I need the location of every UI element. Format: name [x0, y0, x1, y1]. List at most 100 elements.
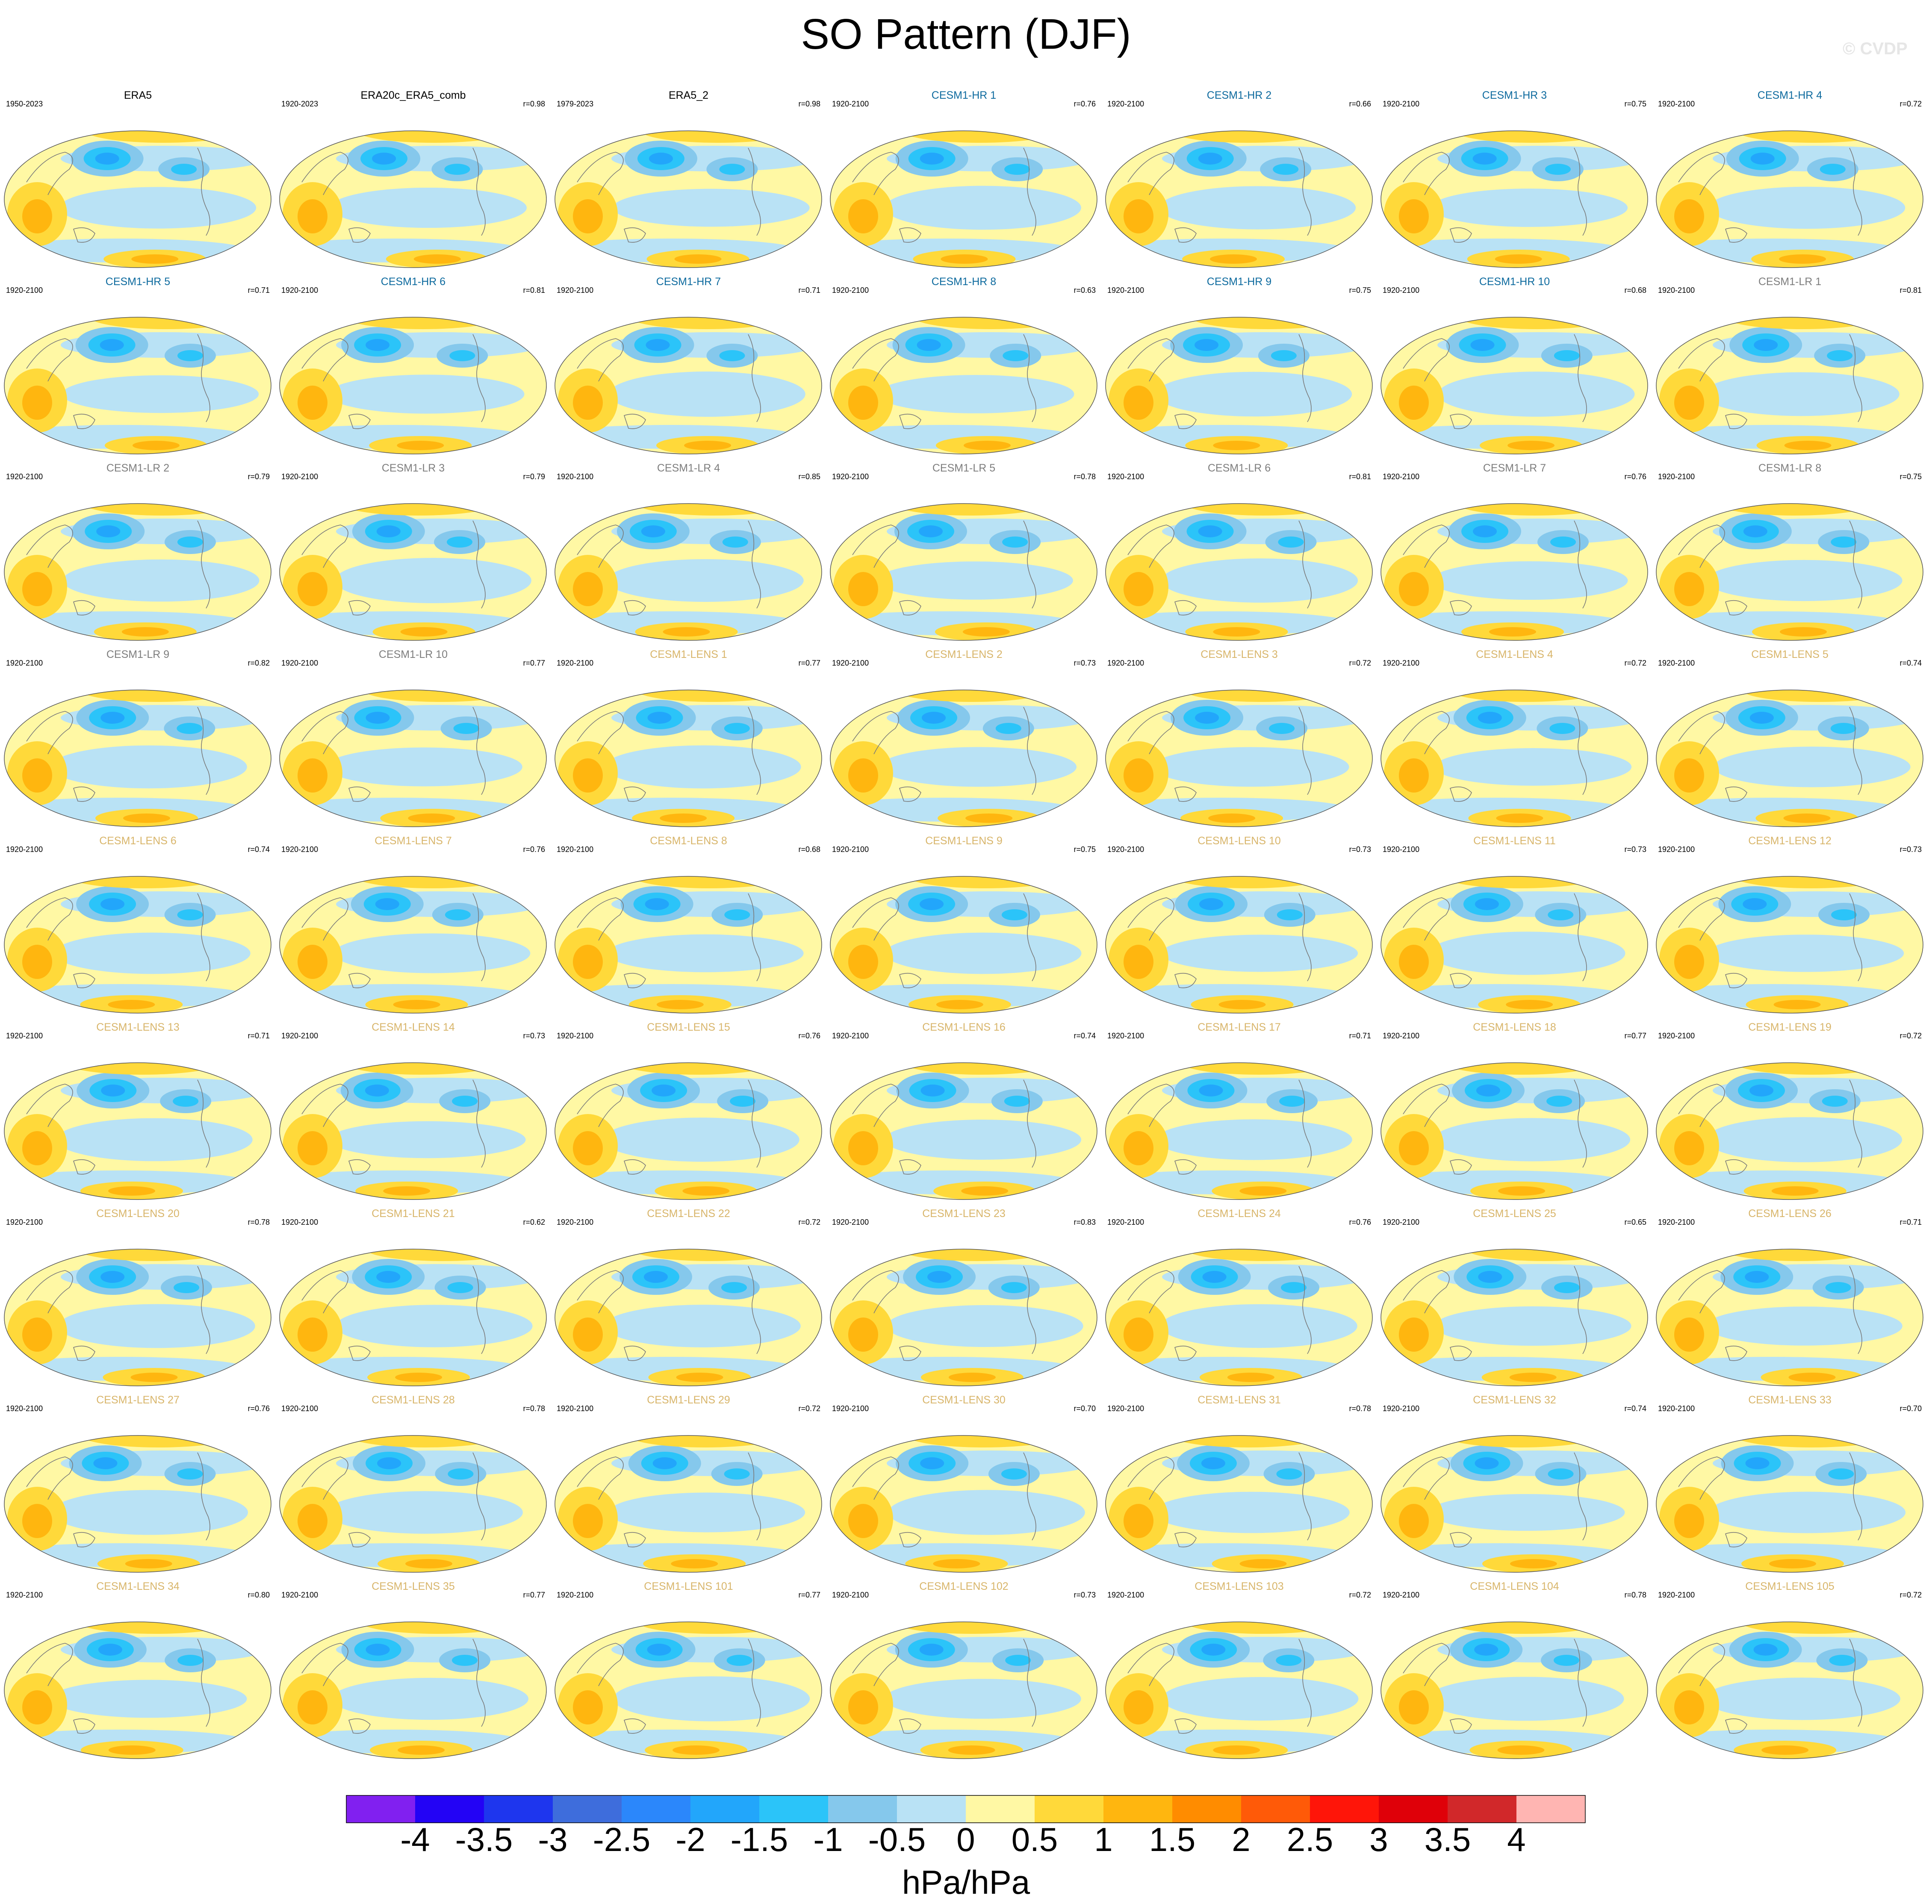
panel-pattern-correlation: r=0.72: [1900, 1591, 1922, 1599]
map-panel: CESM1-LENS 9 1920-2100 r=0.75: [826, 834, 1102, 1021]
panel-pattern-correlation: r=0.73: [523, 1032, 545, 1040]
map-panel: CESM1-LR 4 1920-2100 r=0.85: [551, 462, 826, 648]
panel-title: CESM1-LENS 30: [922, 1394, 1006, 1406]
panel-title: CESM1-LENS 8: [650, 835, 727, 847]
map-globe: [279, 1621, 547, 1759]
map-panel: CESM1-LENS 5 1920-2100 r=0.74: [1652, 648, 1928, 834]
colorbar-tick-label: -1.5: [731, 1821, 788, 1858]
map-panel: CESM1-LR 9 1920-2100 r=0.82: [0, 648, 276, 834]
panel-title: ERA5: [124, 89, 152, 101]
map-panel: CESM1-LENS 21 1920-2100 r=0.62: [275, 1207, 551, 1394]
panel-years: 1920-2100: [557, 1218, 594, 1226]
map-panel: CESM1-LENS 12 1920-2100 r=0.73: [1652, 834, 1928, 1021]
map-panel: CESM1-LENS 105 1920-2100 r=0.72: [1652, 1580, 1928, 1766]
map-panel: CESM1-HR 1 1920-2100 r=0.76: [826, 89, 1102, 275]
map-globe: [1380, 317, 1648, 454]
map-globe: [555, 1435, 822, 1573]
colorbar-swatch: [415, 1795, 484, 1823]
map-panel: CESM1-LENS 104 1920-2100 r=0.78: [1377, 1580, 1652, 1766]
panel-title: CESM1-LENS 102: [919, 1580, 1009, 1592]
panel-years: 1920-2100: [1658, 1218, 1695, 1226]
map-globe: [1380, 1621, 1648, 1759]
map-globe: [1656, 1062, 1923, 1200]
map-globe: [1380, 1249, 1648, 1386]
map-globe: [830, 317, 1097, 454]
map-globe: [279, 130, 547, 268]
map-globe: [830, 1062, 1097, 1200]
panel-years: 1920-2023: [281, 100, 319, 108]
panel-years: 1920-2100: [1107, 286, 1144, 295]
panel-years: 1920-2100: [557, 1404, 594, 1413]
map-globe: [1656, 317, 1923, 454]
map-panel: CESM1-LENS 34 1920-2100 r=0.80: [0, 1580, 276, 1766]
panel-years: 1920-2100: [281, 1032, 319, 1040]
panel-years: 1920-2100: [1107, 1591, 1144, 1599]
colorbar-tick-label: 3.5: [1425, 1821, 1471, 1858]
map-panel: CESM1-LENS 32 1920-2100 r=0.74: [1377, 1394, 1652, 1580]
map-globe: [555, 130, 822, 268]
panel-pattern-correlation: r=0.71: [1349, 1032, 1371, 1040]
panel-years: 1920-2100: [1658, 1591, 1695, 1599]
panel-years: 1920-2100: [1383, 472, 1420, 481]
panel-title: CESM1-LENS 18: [1473, 1021, 1556, 1033]
map-globe: [1105, 1621, 1373, 1759]
map-panel: CESM1-LENS 10 1920-2100 r=0.73: [1101, 834, 1377, 1021]
map-globe: [830, 690, 1097, 827]
colorbar-tick-label: 3: [1369, 1821, 1388, 1858]
map-panel: CESM1-LENS 15 1920-2100 r=0.76: [551, 1021, 826, 1207]
panel-pattern-correlation: r=0.78: [1349, 1404, 1371, 1413]
panel-title: CESM1-LENS 25: [1473, 1208, 1556, 1220]
map-panel: CESM1-LENS 4 1920-2100 r=0.72: [1377, 648, 1652, 834]
colorbar-tick-label: -1: [813, 1821, 843, 1858]
panel-title: CESM1-LR 1: [1758, 276, 1822, 288]
panel-years: 1920-2100: [1383, 1591, 1420, 1599]
panel-years: 1920-2100: [1107, 1032, 1144, 1040]
panel-years: 1920-2100: [832, 100, 869, 108]
map-panel: CESM1-LENS 30 1920-2100 r=0.70: [826, 1394, 1102, 1580]
panel-pattern-correlation: r=0.71: [798, 286, 820, 295]
map-panel: CESM1-LR 10 1920-2100 r=0.77: [275, 648, 551, 834]
panel-pattern-correlation: r=0.76: [248, 1404, 270, 1413]
map-panel: CESM1-HR 10 1920-2100 r=0.68: [1377, 275, 1652, 462]
panel-pattern-correlation: r=0.81: [523, 286, 545, 295]
colorbar-tick-label: -0.5: [868, 1821, 926, 1858]
map-panel: CESM1-LENS 6 1920-2100 r=0.74: [0, 834, 276, 1021]
panel-title: CESM1-LENS 21: [372, 1208, 455, 1220]
panel-years: 1920-2100: [281, 659, 319, 667]
panel-title: CESM1-LENS 5: [1751, 648, 1829, 660]
colorbar-swatch: [1516, 1795, 1585, 1823]
map-globe: [279, 876, 547, 1014]
map-globe: [4, 1249, 271, 1386]
map-panel: CESM1-LENS 11 1920-2100 r=0.73: [1377, 834, 1652, 1021]
panel-title: CESM1-LR 6: [1207, 462, 1271, 474]
panel-years: 1920-2100: [557, 286, 594, 295]
panel-title: CESM1-LENS 22: [647, 1208, 730, 1220]
panel-title: CESM1-LENS 31: [1198, 1394, 1281, 1406]
panel-years: 1920-2100: [832, 1218, 869, 1226]
panel-years: 1920-2100: [1383, 845, 1420, 854]
map-globe: [1380, 1435, 1648, 1573]
map-globe: [279, 317, 547, 454]
panel-title: CESM1-HR 1: [931, 89, 997, 101]
panel-pattern-correlation: r=0.73: [1074, 1591, 1096, 1599]
panel-title: CESM1-HR 10: [1479, 276, 1550, 288]
panel-title: CESM1-LENS 14: [372, 1021, 455, 1033]
colorbar-tick-label: -2: [675, 1821, 705, 1858]
map-panel: CESM1-LENS 16 1920-2100 r=0.74: [826, 1021, 1102, 1207]
panel-title: CESM1-LENS 16: [922, 1021, 1006, 1033]
map-panel: CESM1-LENS 8 1920-2100 r=0.68: [551, 834, 826, 1021]
panel-pattern-correlation: r=0.83: [1074, 1218, 1096, 1226]
colorbar-tick-label: 1: [1094, 1821, 1112, 1858]
map-globe: [4, 876, 271, 1014]
panel-years: 1920-2100: [1658, 845, 1695, 854]
panel-pattern-correlation: r=0.74: [1900, 659, 1922, 667]
panel-title: CESM1-LENS 23: [922, 1208, 1006, 1220]
map-globe: [1105, 130, 1373, 268]
panel-pattern-correlation: r=0.78: [248, 1218, 270, 1226]
map-globe: [1105, 503, 1373, 641]
panel-years: 1920-2100: [832, 659, 869, 667]
panel-years: 1920-2100: [557, 1591, 594, 1599]
panel-pattern-correlation: r=0.72: [1349, 1591, 1371, 1599]
colorbar-tick-label: -2.5: [593, 1821, 650, 1858]
cvdp-watermark: © CVDP: [1843, 39, 1908, 58]
